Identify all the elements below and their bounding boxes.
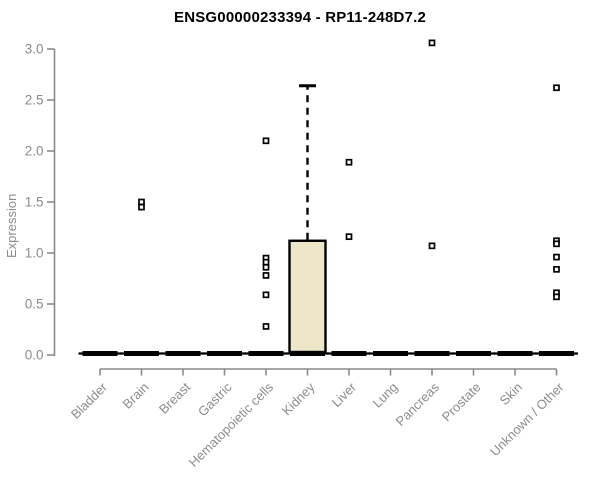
zero-box-bar xyxy=(373,351,408,356)
outlier-point xyxy=(262,272,270,279)
outlier-point xyxy=(262,258,270,266)
outlier-point xyxy=(553,265,560,273)
y-tick-label: 2.0 xyxy=(25,144,44,159)
outlier-point xyxy=(262,137,270,145)
zero-box-bar xyxy=(165,351,201,356)
outlier-point xyxy=(262,323,270,330)
outlier-point xyxy=(553,253,560,261)
x-category-label: Lung xyxy=(370,380,401,411)
x-category-label: Unknown / Other xyxy=(487,379,567,459)
x-category-label: Prostate xyxy=(439,380,484,425)
y-tick-label: 3.0 xyxy=(25,42,44,57)
y-tick-label: 1.0 xyxy=(25,246,44,261)
zero-box-bar xyxy=(331,351,367,356)
x-category-label: Liver xyxy=(329,379,360,410)
outlier-point xyxy=(138,198,145,206)
outlier-point xyxy=(345,158,353,166)
x-category-label: Pancreas xyxy=(393,379,443,429)
zero-box-bar xyxy=(82,351,118,356)
zero-box-bar xyxy=(539,351,574,356)
y-tick-label: 1.5 xyxy=(25,195,44,210)
outlier-point xyxy=(428,242,436,250)
outlier-point xyxy=(262,291,270,299)
outlier-point xyxy=(553,293,560,301)
x-category-label: Bladder xyxy=(68,379,111,422)
x-category-label: Breast xyxy=(156,379,193,416)
x-category-label: Gastric xyxy=(195,379,235,419)
zero-box-bar xyxy=(497,351,533,356)
x-category-label: Kidney xyxy=(279,379,318,418)
zero-box-bar xyxy=(414,351,450,356)
outlier-point xyxy=(553,240,560,248)
y-tick-label: 2.5 xyxy=(25,93,44,108)
outlier-point xyxy=(138,203,145,211)
outlier-point xyxy=(345,233,353,241)
zero-box-bar xyxy=(456,351,491,356)
outlier-point xyxy=(262,263,270,271)
zero-box-bar xyxy=(248,351,284,356)
x-category-label: Skin xyxy=(497,380,525,408)
zero-box-bar xyxy=(290,351,325,356)
outlier-point xyxy=(428,39,436,47)
x-category-label: Brain xyxy=(120,380,152,412)
y-tick-label: 0.5 xyxy=(25,297,44,312)
chart-title: ENSG00000233394 - RP11-248D7.2 xyxy=(173,9,426,26)
zero-box-bar xyxy=(207,351,242,356)
box-kidney xyxy=(288,239,327,354)
y-tick-label: 0.0 xyxy=(25,348,44,363)
zero-box-bar xyxy=(124,351,159,356)
outlier-point xyxy=(553,84,560,92)
